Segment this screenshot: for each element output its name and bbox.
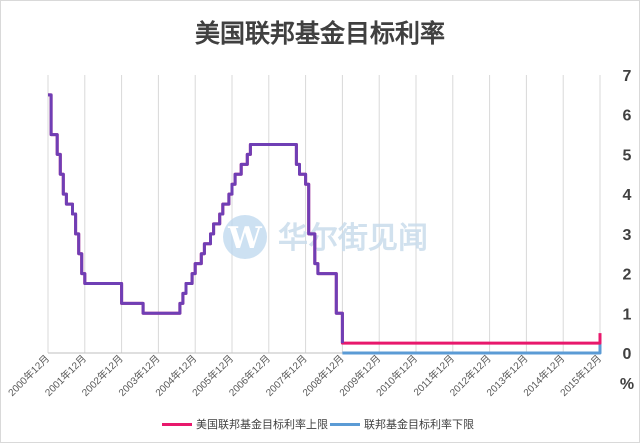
grid-lines xyxy=(47,75,601,354)
y-tick-labels: 0 1 2 3 4 5 6 7 xyxy=(623,68,632,363)
series-line-lower xyxy=(342,343,602,355)
y-tick-label: 4 xyxy=(623,187,632,204)
y-tick-label: 6 xyxy=(623,108,632,125)
y-tick-label: 2 xyxy=(623,267,632,284)
legend-label-lower: 联邦基金目标利率下限 xyxy=(364,419,474,431)
series-line-combined xyxy=(48,93,344,344)
watermark: W 华尔街见闻 xyxy=(223,215,428,259)
y-unit-label: % xyxy=(620,376,634,393)
watermark-text: 华尔街见闻 xyxy=(278,221,428,256)
legend: 美国联邦基金目标利率上限 联邦基金目标利率下限 xyxy=(0,416,640,436)
legend-swatch-lower xyxy=(330,422,360,426)
watermark-logo-icon xyxy=(223,215,267,259)
x-tick-labels: 2000年12月2001年12月2002年12月2003年12月2004年12月… xyxy=(5,352,604,399)
y-tick-label: 7 xyxy=(623,68,632,85)
series-line-upper xyxy=(48,93,602,345)
y-tick-label: 5 xyxy=(623,147,632,164)
legend-item-upper: 美国联邦基金目标利率上限 xyxy=(162,416,328,432)
y-tick-label: 0 xyxy=(623,346,632,363)
chart-title: 美国联邦基金目标利率 xyxy=(194,20,445,48)
legend-label-upper: 美国联邦基金目标利率上限 xyxy=(196,419,328,431)
watermark-logo-letter: W xyxy=(227,221,263,256)
y-tick-label: 3 xyxy=(623,227,632,244)
y-tick-label: 1 xyxy=(623,306,632,323)
series-lines xyxy=(48,93,602,355)
legend-item-lower: 联邦基金目标利率下限 xyxy=(330,416,474,432)
legend-swatch-upper xyxy=(162,422,192,426)
